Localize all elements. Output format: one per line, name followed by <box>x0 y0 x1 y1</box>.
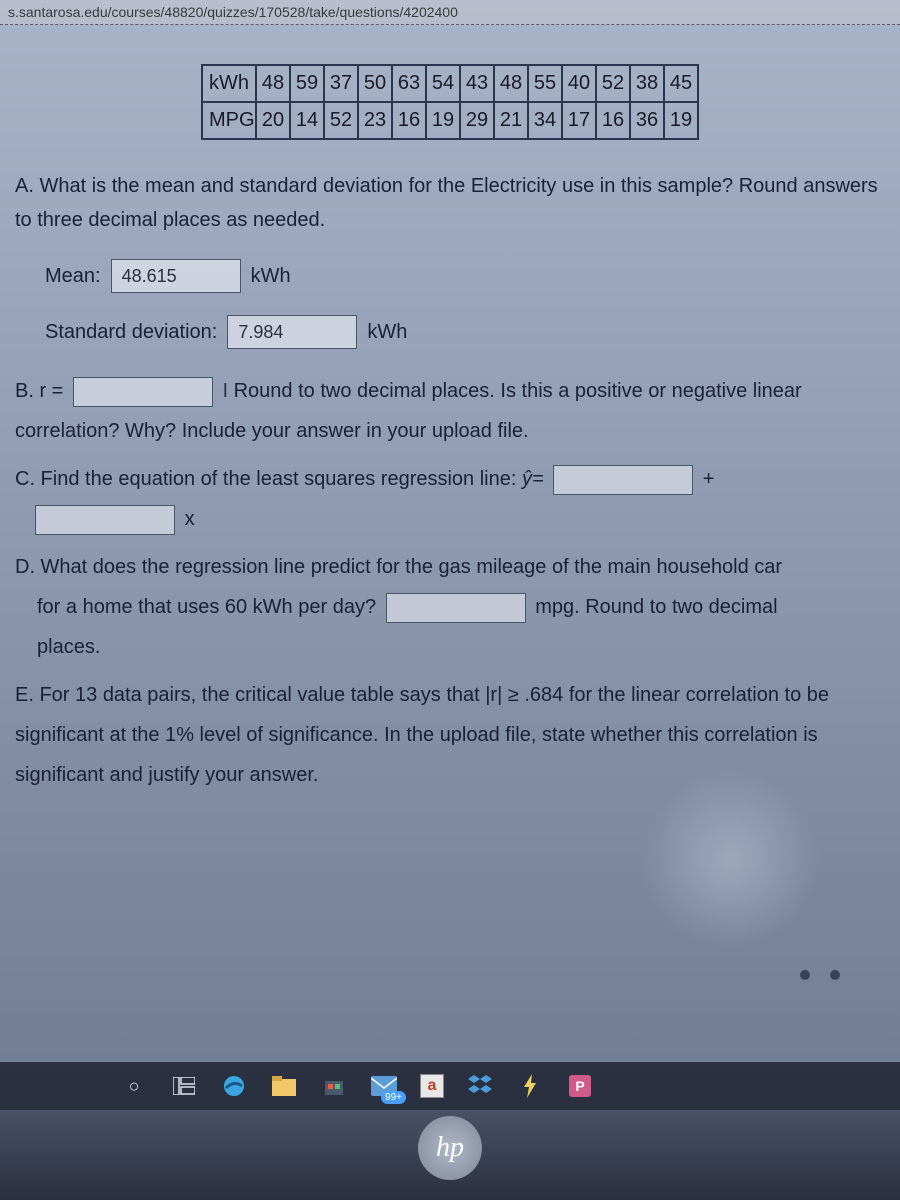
d-line1: D. What does the regression line predict… <box>15 547 885 587</box>
c-text: C. Find the equation of the least square… <box>15 468 522 490</box>
data-cell: 52 <box>323 101 359 140</box>
data-cell: 59 <box>289 64 325 103</box>
question-a: A. What is the mean and standard deviati… <box>15 169 885 237</box>
data-cell: 16 <box>391 101 427 140</box>
row-label: kWh <box>201 64 257 103</box>
data-cell: 16 <box>595 101 631 140</box>
data-cell: 21 <box>493 101 529 140</box>
app-icon[interactable]: P <box>566 1072 594 1100</box>
mean-row: Mean: 48.615 kWh <box>45 259 885 293</box>
data-cell: 48 <box>255 64 291 103</box>
d-line2b: mpg. Round to two decimal <box>535 596 777 618</box>
data-cell: 48 <box>493 64 529 103</box>
d-line3: places. <box>15 627 885 667</box>
table-row: kWh48593750635443485540523845 <box>202 65 698 102</box>
data-cell: 23 <box>357 101 393 140</box>
mail-icon[interactable]: 99+ <box>370 1072 398 1100</box>
slope-input[interactable] <box>35 505 175 535</box>
hp-logo-icon: hp <box>418 1116 482 1180</box>
question-e: E. For 13 data pairs, the critical value… <box>15 675 885 795</box>
mean-unit: kWh <box>251 265 291 288</box>
data-cell: 34 <box>527 101 563 140</box>
quiz-content: kWh48593750635443485540523845MPG20145223… <box>0 25 900 795</box>
data-cell: 17 <box>561 101 597 140</box>
mean-label: Mean: <box>45 265 101 288</box>
file-explorer-icon[interactable] <box>270 1072 298 1100</box>
dropbox-icon[interactable] <box>466 1072 494 1100</box>
sd-row: Standard deviation: 7.984 kWh <box>45 315 885 349</box>
data-cell: 20 <box>255 101 291 140</box>
text-cursor-icon: I <box>222 380 228 402</box>
data-cell: 38 <box>629 64 665 103</box>
data-cell: 50 <box>357 64 393 103</box>
amazon-icon[interactable]: a <box>420 1074 444 1098</box>
table-row: MPG20145223161929213417163619 <box>202 102 698 139</box>
data-cell: 19 <box>425 101 461 140</box>
edge-icon[interactable] <box>220 1072 248 1100</box>
r-input[interactable] <box>73 377 213 407</box>
sd-unit: kWh <box>367 321 407 344</box>
data-cell: 63 <box>391 64 427 103</box>
data-cell: 54 <box>425 64 461 103</box>
intercept-input[interactable] <box>553 465 693 495</box>
url-bar: s.santarosa.edu/courses/48820/quizzes/17… <box>0 0 900 25</box>
question-d: D. What does the regression line predict… <box>15 547 885 667</box>
data-cell: 14 <box>289 101 325 140</box>
question-b: B. r = I Round to two decimal places. Is… <box>15 371 885 451</box>
yhat-label: ŷ= <box>522 468 544 490</box>
data-cell: 55 <box>527 64 563 103</box>
data-cell: 43 <box>459 64 495 103</box>
windows-taskbar[interactable]: ○ 99+ a P <box>0 1062 900 1110</box>
cortana-icon[interactable]: ○ <box>120 1072 148 1100</box>
data-table: kWh48593750635443485540523845MPG20145223… <box>202 65 698 139</box>
data-cell: 40 <box>561 64 597 103</box>
sd-label: Standard deviation: <box>45 321 217 344</box>
task-view-icon[interactable] <box>170 1072 198 1100</box>
data-cell: 45 <box>663 64 699 103</box>
camera-dots <box>800 970 840 980</box>
x-label: x <box>185 508 195 530</box>
plus-label: + <box>703 468 715 490</box>
screen-glare <box>640 770 820 950</box>
data-cell: 36 <box>629 101 665 140</box>
sd-input[interactable]: 7.984 <box>227 315 357 349</box>
data-cell: 52 <box>595 64 631 103</box>
mean-input[interactable]: 48.615 <box>111 259 241 293</box>
data-cell: 19 <box>663 101 699 140</box>
question-c: C. Find the equation of the least square… <box>15 459 885 539</box>
d-line2a: for a home that uses 60 kWh per day? <box>37 596 376 618</box>
svg-text:P: P <box>575 1078 584 1094</box>
mpg-input[interactable] <box>386 593 526 623</box>
data-cell: 37 <box>323 64 359 103</box>
row-label: MPG <box>201 101 257 140</box>
lightning-icon[interactable] <box>516 1072 544 1100</box>
mail-badge: 99+ <box>381 1091 406 1104</box>
data-cell: 29 <box>459 101 495 140</box>
b-prefix: B. r = <box>15 380 63 402</box>
store-icon[interactable] <box>320 1072 348 1100</box>
